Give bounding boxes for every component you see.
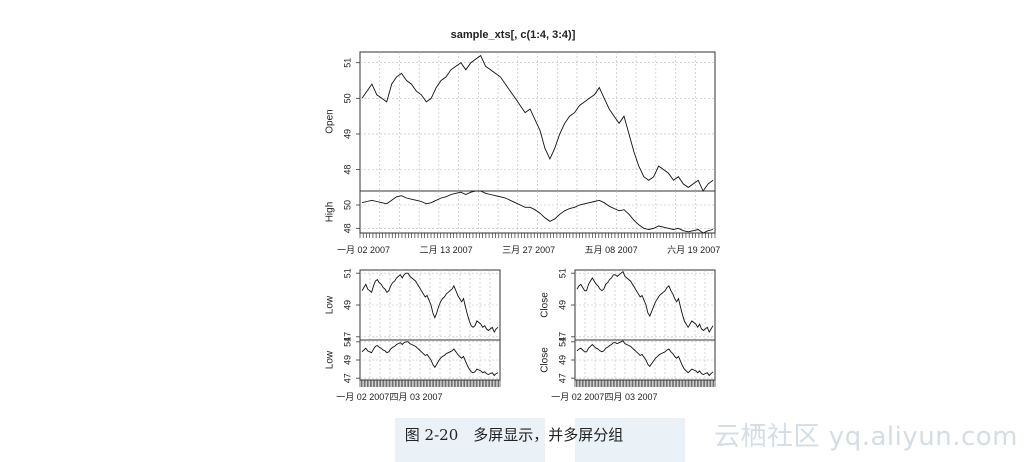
x-tick-label: 一月 02 2007	[337, 245, 390, 255]
series-line-low	[361, 341, 499, 377]
chart-title: sample_xts[, c(1:4, 3:4)]	[451, 29, 576, 41]
chart-canvas: sample_xts[, c(1:4, 3:4)] 48 49 50 51 Open 48 5…	[325, 29, 721, 402]
y-tick-label: 49	[342, 129, 352, 139]
y-tick-label: 51	[557, 337, 567, 347]
y-tick-label: 51	[342, 337, 352, 347]
series-line-close	[576, 270, 714, 333]
y-tick-label: 49	[342, 355, 352, 365]
figure-caption: 图 2-20 多屏显示，并多屏分组	[404, 426, 624, 444]
x-tick-label: 五月 08 2007	[585, 245, 638, 255]
y-tick-label: 47	[342, 332, 352, 342]
y-tick-label: 47	[342, 373, 352, 383]
caption-band-right	[575, 418, 685, 462]
y-tick-label: 47	[557, 332, 567, 342]
y-tick-label: 51	[342, 268, 352, 278]
x-tick-label: 四月 03 2007	[389, 392, 442, 402]
y-tick-label: 47	[557, 373, 567, 383]
y-tick-label: 48	[342, 165, 352, 175]
y-tick-label: 49	[557, 355, 567, 365]
y-tick-label: 50	[342, 200, 352, 210]
x-tick-label: 一月 02 2007	[551, 392, 604, 402]
series-label-close: Close	[540, 347, 551, 373]
caption-band-left	[395, 418, 545, 462]
series-label-close: Close	[540, 292, 551, 318]
x-tick-label: 四月 03 2007	[604, 392, 657, 402]
y-tick-label: 49	[557, 300, 567, 310]
series-line-close	[576, 340, 714, 377]
y-tick-label: 50	[342, 93, 352, 103]
y-tick-label: 49	[342, 300, 352, 310]
x-tick-label: 三月 27 2007	[502, 245, 555, 255]
series-line-open	[361, 54, 714, 192]
watermark: 云栖社区 yq.aliyun.com	[714, 422, 1018, 452]
x-tick-label: 六月 19 2007	[667, 244, 720, 255]
series-line-low	[361, 272, 499, 333]
series-label-low: Low	[325, 295, 336, 314]
series-line-high	[361, 190, 714, 234]
y-tick-label: 51	[557, 268, 567, 278]
series-label-open: Open	[325, 109, 336, 133]
x-tick-label: 一月 02 2007	[336, 392, 389, 402]
y-tick-label: 48	[342, 223, 352, 233]
series-label-low: Low	[325, 350, 336, 369]
series-label-high: High	[325, 202, 336, 223]
y-tick-label: 51	[342, 58, 352, 68]
x-tick-label: 二月 13 2007	[420, 245, 473, 255]
